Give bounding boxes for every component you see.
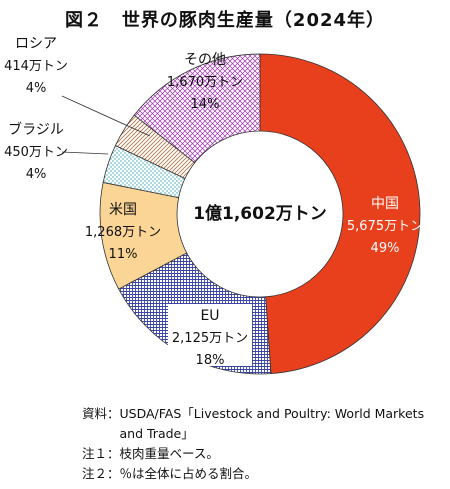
label-name-other: その他 xyxy=(184,52,226,68)
leader-line-russia xyxy=(61,95,151,137)
label-share-china: 49% xyxy=(371,241,400,256)
figure-title: 図２ 世界の豚肉生産量（2024年） xyxy=(64,10,386,31)
label-value-usa: 1,268万トン xyxy=(85,225,161,240)
label-share-other: 14% xyxy=(191,97,220,112)
label-name-usa: 米国 xyxy=(109,202,137,218)
label-name-china: 中国 xyxy=(371,196,399,212)
label-bg-eu xyxy=(168,304,252,366)
center-total-label: 1億1,602万トン xyxy=(193,203,327,224)
donut-chart: 中国 5,675万トン 49% EU 2,125万トン 18% 米国 1,268万トン 11% ブ… xyxy=(4,36,423,375)
leader-line-brazil xyxy=(61,151,109,155)
note-1-key: 注１： xyxy=(82,446,120,461)
source-note-text: USDA/FAS「Livestock and Poultry: World Ma… xyxy=(119,406,425,441)
source-note-key: 資料： xyxy=(82,406,120,421)
label-value-china: 5,675万トン xyxy=(347,219,423,234)
note-2-text: ％は全体に占める割合。 xyxy=(119,466,258,481)
label-value-eu: 2,125万トン xyxy=(172,331,248,346)
label-name-brazil: ブラジル xyxy=(8,121,64,138)
label-value-russia: 414万トン xyxy=(4,59,68,74)
note-1: 注１： 枝肉重量ベース。 xyxy=(82,444,448,464)
label-value-other: 1,670万トン xyxy=(167,75,243,90)
label-share-usa: 11% xyxy=(109,247,138,262)
label-value-brazil: 450万トン xyxy=(4,145,68,160)
notes: 資料： USDA/FAS「Livestock and Poultry: Worl… xyxy=(82,404,448,484)
label-name-eu: EU xyxy=(200,308,219,324)
label-name-russia: ロシア xyxy=(15,36,57,52)
label-share-eu: 18% xyxy=(196,353,225,368)
note-1-text: 枝肉重量ベース。 xyxy=(119,446,219,461)
label-share-russia: 4% xyxy=(26,81,47,96)
note-2-key: 注２： xyxy=(82,466,120,481)
slice-china xyxy=(259,53,421,375)
slice-other xyxy=(133,53,261,164)
label-share-brazil: 4% xyxy=(26,167,47,182)
note-2: 注２： ％は全体に占める割合。 xyxy=(82,464,448,484)
source-note: 資料： USDA/FAS「Livestock and Poultry: Worl… xyxy=(82,404,448,444)
